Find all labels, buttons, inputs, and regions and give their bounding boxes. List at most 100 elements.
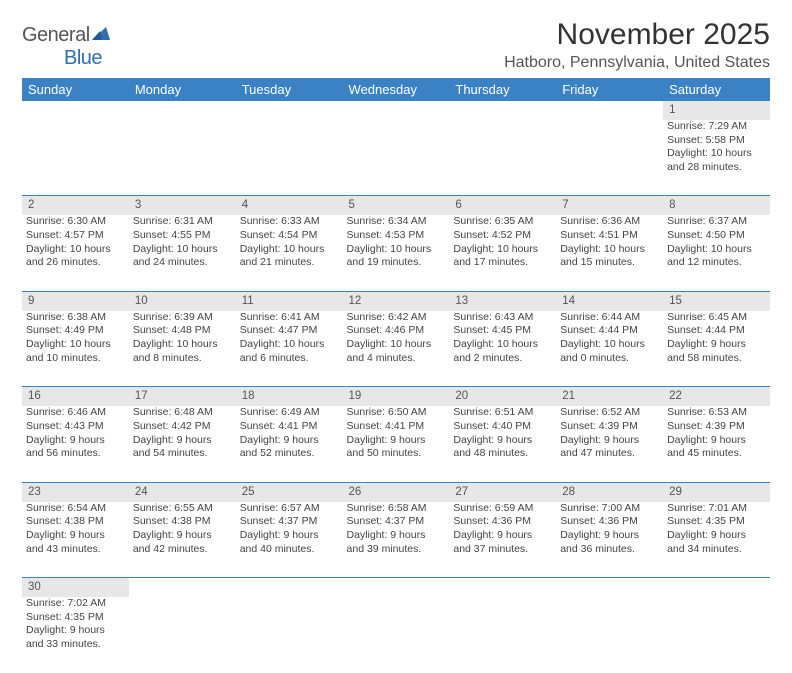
empty-cell (129, 101, 236, 120)
day-cell: Sunrise: 6:52 AMSunset: 4:39 PMDaylight:… (556, 406, 663, 482)
sunset-text: Sunset: 4:44 PM (560, 324, 659, 338)
day-number: 24 (129, 482, 236, 501)
day-number: 21 (556, 387, 663, 406)
day-number-row: 16171819202122 (22, 387, 770, 406)
sunrise-text: Sunrise: 6:42 AM (347, 311, 446, 325)
day-number: 8 (663, 196, 770, 215)
day-number: 18 (236, 387, 343, 406)
sunset-text: Sunset: 4:42 PM (133, 420, 232, 434)
day-cell: Sunrise: 6:58 AMSunset: 4:37 PMDaylight:… (343, 502, 450, 578)
empty-cell (343, 597, 450, 673)
empty-cell (556, 101, 663, 120)
day-number: 19 (343, 387, 450, 406)
sunrise-text: Sunrise: 6:50 AM (347, 406, 446, 420)
day-number: 4 (236, 196, 343, 215)
sunrise-text: Sunrise: 6:44 AM (560, 311, 659, 325)
sunset-text: Sunset: 4:35 PM (667, 515, 766, 529)
sunset-text: Sunset: 4:36 PM (560, 515, 659, 529)
sunset-text: Sunset: 4:45 PM (453, 324, 552, 338)
empty-cell (22, 101, 129, 120)
daylight-text: Daylight: 9 hours and 58 minutes. (667, 338, 766, 365)
sunrise-text: Sunrise: 6:52 AM (560, 406, 659, 420)
daylight-text: Daylight: 10 hours and 17 minutes. (453, 243, 552, 270)
sunrise-text: Sunrise: 7:00 AM (560, 502, 659, 516)
day-number: 26 (343, 482, 450, 501)
daylight-text: Daylight: 10 hours and 6 minutes. (240, 338, 339, 365)
day-cell: Sunrise: 6:43 AMSunset: 4:45 PMDaylight:… (449, 311, 556, 387)
day-number: 12 (343, 291, 450, 310)
empty-cell (449, 101, 556, 120)
sunset-text: Sunset: 4:48 PM (133, 324, 232, 338)
day-number: 15 (663, 291, 770, 310)
sunrise-text: Sunrise: 6:53 AM (667, 406, 766, 420)
sunset-text: Sunset: 4:41 PM (347, 420, 446, 434)
day-cell: Sunrise: 6:49 AMSunset: 4:41 PMDaylight:… (236, 406, 343, 482)
empty-cell (343, 578, 450, 597)
sunset-text: Sunset: 4:50 PM (667, 229, 766, 243)
day-cell: Sunrise: 6:53 AMSunset: 4:39 PMDaylight:… (663, 406, 770, 482)
day-cell: Sunrise: 6:55 AMSunset: 4:38 PMDaylight:… (129, 502, 236, 578)
day-number-row: 2345678 (22, 196, 770, 215)
daylight-text: Daylight: 9 hours and 56 minutes. (26, 434, 125, 461)
day-number: 29 (663, 482, 770, 501)
day-cell: Sunrise: 6:30 AMSunset: 4:57 PMDaylight:… (22, 215, 129, 291)
empty-cell (556, 597, 663, 673)
daylight-text: Daylight: 10 hours and 28 minutes. (667, 147, 766, 174)
sunset-text: Sunset: 4:37 PM (240, 515, 339, 529)
daylight-text: Daylight: 9 hours and 47 minutes. (560, 434, 659, 461)
day-cell: Sunrise: 6:42 AMSunset: 4:46 PMDaylight:… (343, 311, 450, 387)
sunrise-text: Sunrise: 6:51 AM (453, 406, 552, 420)
empty-cell (449, 120, 556, 196)
day-number: 5 (343, 196, 450, 215)
empty-cell (22, 120, 129, 196)
weekday-header: Saturday (663, 78, 770, 101)
daylight-text: Daylight: 10 hours and 24 minutes. (133, 243, 232, 270)
day-number: 2 (22, 196, 129, 215)
day-number: 1 (663, 101, 770, 120)
day-number: 16 (22, 387, 129, 406)
sunrise-text: Sunrise: 6:31 AM (133, 215, 232, 229)
day-cell: Sunrise: 7:29 AMSunset: 5:58 PMDaylight:… (663, 120, 770, 196)
sunset-text: Sunset: 4:57 PM (26, 229, 125, 243)
daylight-text: Daylight: 9 hours and 52 minutes. (240, 434, 339, 461)
day-cell: Sunrise: 6:46 AMSunset: 4:43 PMDaylight:… (22, 406, 129, 482)
daylight-text: Daylight: 10 hours and 19 minutes. (347, 243, 446, 270)
daylight-text: Daylight: 9 hours and 54 minutes. (133, 434, 232, 461)
sunset-text: Sunset: 4:51 PM (560, 229, 659, 243)
day-cell: Sunrise: 6:34 AMSunset: 4:53 PMDaylight:… (343, 215, 450, 291)
day-number: 3 (129, 196, 236, 215)
sunrise-text: Sunrise: 6:54 AM (26, 502, 125, 516)
day-number: 28 (556, 482, 663, 501)
daylight-text: Daylight: 10 hours and 21 minutes. (240, 243, 339, 270)
empty-cell (663, 578, 770, 597)
day-cell: Sunrise: 6:38 AMSunset: 4:49 PMDaylight:… (22, 311, 129, 387)
day-cell: Sunrise: 6:59 AMSunset: 4:36 PMDaylight:… (449, 502, 556, 578)
day-number: 25 (236, 482, 343, 501)
day-cell: Sunrise: 6:48 AMSunset: 4:42 PMDaylight:… (129, 406, 236, 482)
daylight-text: Daylight: 9 hours and 42 minutes. (133, 529, 232, 556)
day-number: 23 (22, 482, 129, 501)
day-number: 13 (449, 291, 556, 310)
empty-cell (343, 120, 450, 196)
sunset-text: Sunset: 4:54 PM (240, 229, 339, 243)
sunrise-text: Sunrise: 6:58 AM (347, 502, 446, 516)
daylight-text: Daylight: 9 hours and 36 minutes. (560, 529, 659, 556)
day-content-row: Sunrise: 6:30 AMSunset: 4:57 PMDaylight:… (22, 215, 770, 291)
daylight-text: Daylight: 9 hours and 50 minutes. (347, 434, 446, 461)
day-cell: Sunrise: 6:54 AMSunset: 4:38 PMDaylight:… (22, 502, 129, 578)
day-content-row: Sunrise: 6:38 AMSunset: 4:49 PMDaylight:… (22, 311, 770, 387)
day-number: 11 (236, 291, 343, 310)
empty-cell (236, 578, 343, 597)
day-number: 20 (449, 387, 556, 406)
day-number: 17 (129, 387, 236, 406)
sunrise-text: Sunrise: 6:37 AM (667, 215, 766, 229)
daylight-text: Daylight: 9 hours and 45 minutes. (667, 434, 766, 461)
sunrise-text: Sunrise: 6:55 AM (133, 502, 232, 516)
day-number: 9 (22, 291, 129, 310)
sunrise-text: Sunrise: 6:43 AM (453, 311, 552, 325)
weekday-header: Wednesday (343, 78, 450, 101)
sunset-text: Sunset: 4:46 PM (347, 324, 446, 338)
sunset-text: Sunset: 4:38 PM (26, 515, 125, 529)
sunrise-text: Sunrise: 6:45 AM (667, 311, 766, 325)
sunset-text: Sunset: 4:43 PM (26, 420, 125, 434)
